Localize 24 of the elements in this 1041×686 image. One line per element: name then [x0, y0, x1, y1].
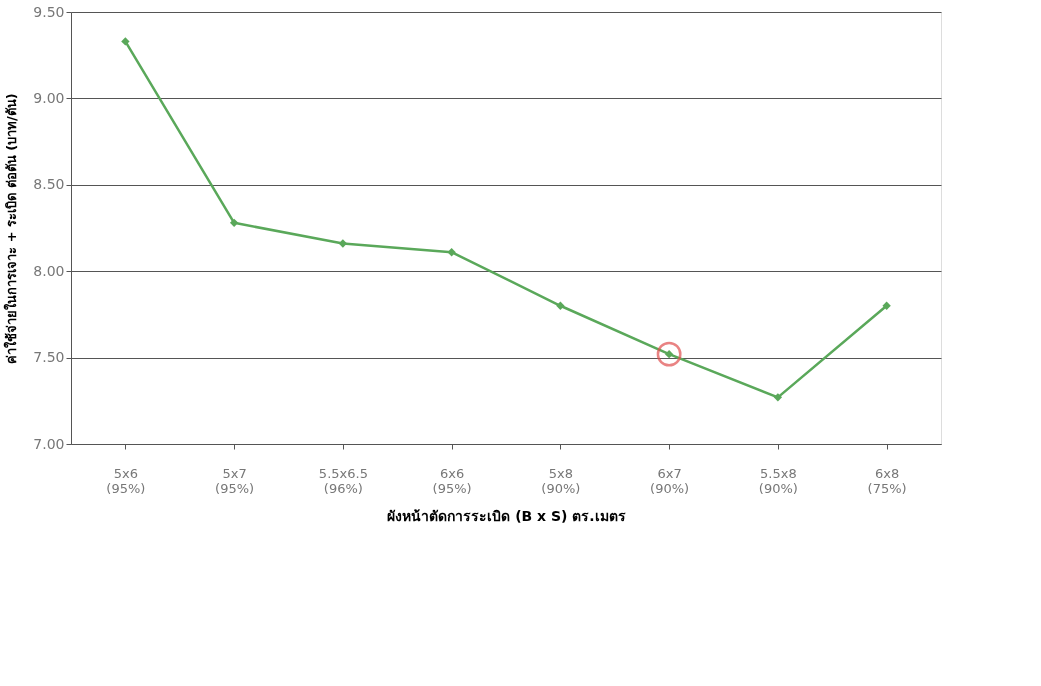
point [882, 301, 891, 310]
point [229, 218, 239, 227]
x-tick-label: 6x8 (75%) [867, 465, 907, 496]
x-tick-label: 5x8 (90%) [541, 465, 581, 496]
point [656, 341, 682, 367]
y-tick-label: 8.50 [33, 176, 65, 193]
y-tick-label: 9.00 [33, 89, 65, 106]
x-tick-label: 5.5x6.5 (96%) [318, 465, 368, 496]
point [338, 239, 348, 248]
x-tick-label: 6x7 (90%) [650, 465, 690, 496]
y-tick-label: 8.00 [33, 262, 65, 279]
y-tick-label: 9.50 [33, 3, 65, 20]
point [556, 301, 565, 310]
y-tick-label: 7.50 [33, 349, 65, 366]
y-axis-title: ค่าใช้จ่ายในการเจาะ + ระเบิด ต่อตัน (บาท/ตัน) [3, 93, 20, 364]
x-tick-label: 6x6 (95%) [432, 465, 472, 496]
point [773, 393, 783, 402]
point [121, 37, 130, 46]
x-tick-label: 5.5x8 (90%) [758, 465, 798, 496]
x-axis-title: ผังหน้าตัดการระเบิด (B x S) ตร.เมตร [387, 507, 626, 524]
x-tick-label: 5x7 (95%) [215, 465, 255, 496]
point [447, 248, 456, 257]
x-tick-label: 5x6 (95%) [106, 465, 146, 496]
y-tick-label: 7.00 [33, 435, 65, 452]
